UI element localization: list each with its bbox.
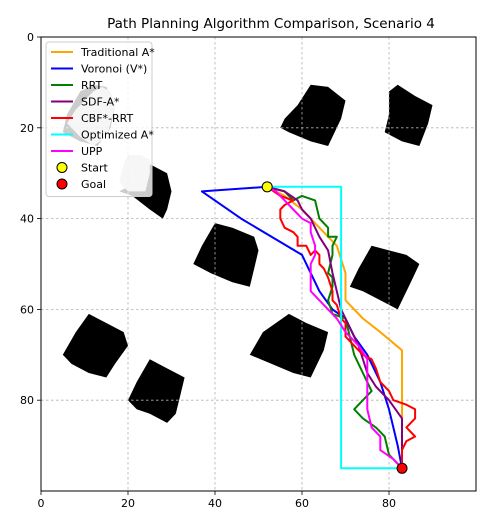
series-line-sdf-a bbox=[266, 185, 403, 470]
series-line-cbf-rrt bbox=[266, 185, 417, 470]
legend-label-goal: Goal bbox=[81, 178, 106, 191]
legend: Traditional A* Voronoi (V*) RRT SDF-A* CBF*-… bbox=[45, 41, 155, 197]
legend-label-upp: UPP bbox=[81, 145, 103, 158]
axes-frame bbox=[40, 36, 477, 492]
legend-label-cbf-rrt: CBF*-RRT bbox=[81, 112, 134, 125]
y-tick-label: 40 bbox=[20, 213, 34, 226]
obstacle-6 bbox=[349, 245, 420, 310]
legend-label-voronoi-v: Voronoi (V*) bbox=[81, 63, 147, 76]
y-tick-label: 0 bbox=[27, 31, 34, 44]
legend-label-sdf-a: SDF-A* bbox=[81, 96, 120, 109]
x-tick-label: 0 bbox=[38, 497, 45, 510]
y-tick-label: 20 bbox=[20, 122, 34, 135]
obstacle-5 bbox=[193, 223, 259, 287]
plot-area: 0 20 40 60 80 0 20 40 60 80 Traditional A* Voronoi … bbox=[20, 31, 477, 510]
legend-box bbox=[45, 41, 153, 197]
series-group bbox=[200, 181, 417, 474]
x-tick-label: 60 bbox=[295, 497, 309, 510]
series-line-optimized-a bbox=[266, 185, 403, 470]
obstacle-7 bbox=[62, 313, 128, 378]
series-line-upp bbox=[266, 185, 403, 470]
obstacle-2 bbox=[384, 84, 433, 146]
legend-label-rrt: RRT bbox=[81, 79, 102, 92]
legend-label-optimized-a: Optimized A* bbox=[81, 129, 154, 142]
legend-label-start: Start bbox=[81, 162, 109, 175]
marker-start bbox=[261, 181, 273, 193]
marker-goal bbox=[396, 462, 408, 474]
obstacle-9 bbox=[128, 359, 185, 423]
x-tick-label: 80 bbox=[382, 497, 396, 510]
x-tick-label: 40 bbox=[208, 497, 222, 510]
obstacle-1 bbox=[280, 84, 346, 146]
legend-label-traditional-a: Traditional A* bbox=[80, 46, 155, 59]
series-line-rrt bbox=[266, 185, 403, 470]
chart-title: Path Planning Algorithm Comparison, Scen… bbox=[107, 16, 435, 32]
ticks-group: 0 20 40 60 80 0 20 40 60 80 bbox=[20, 31, 396, 510]
legend-swatch-start bbox=[56, 162, 68, 173]
legend-swatch-goal bbox=[56, 178, 68, 190]
y-tick-label: 60 bbox=[20, 303, 34, 316]
y-tick-label: 80 bbox=[20, 394, 34, 407]
obstacle-8 bbox=[249, 313, 329, 378]
x-tick-label: 20 bbox=[121, 497, 135, 510]
